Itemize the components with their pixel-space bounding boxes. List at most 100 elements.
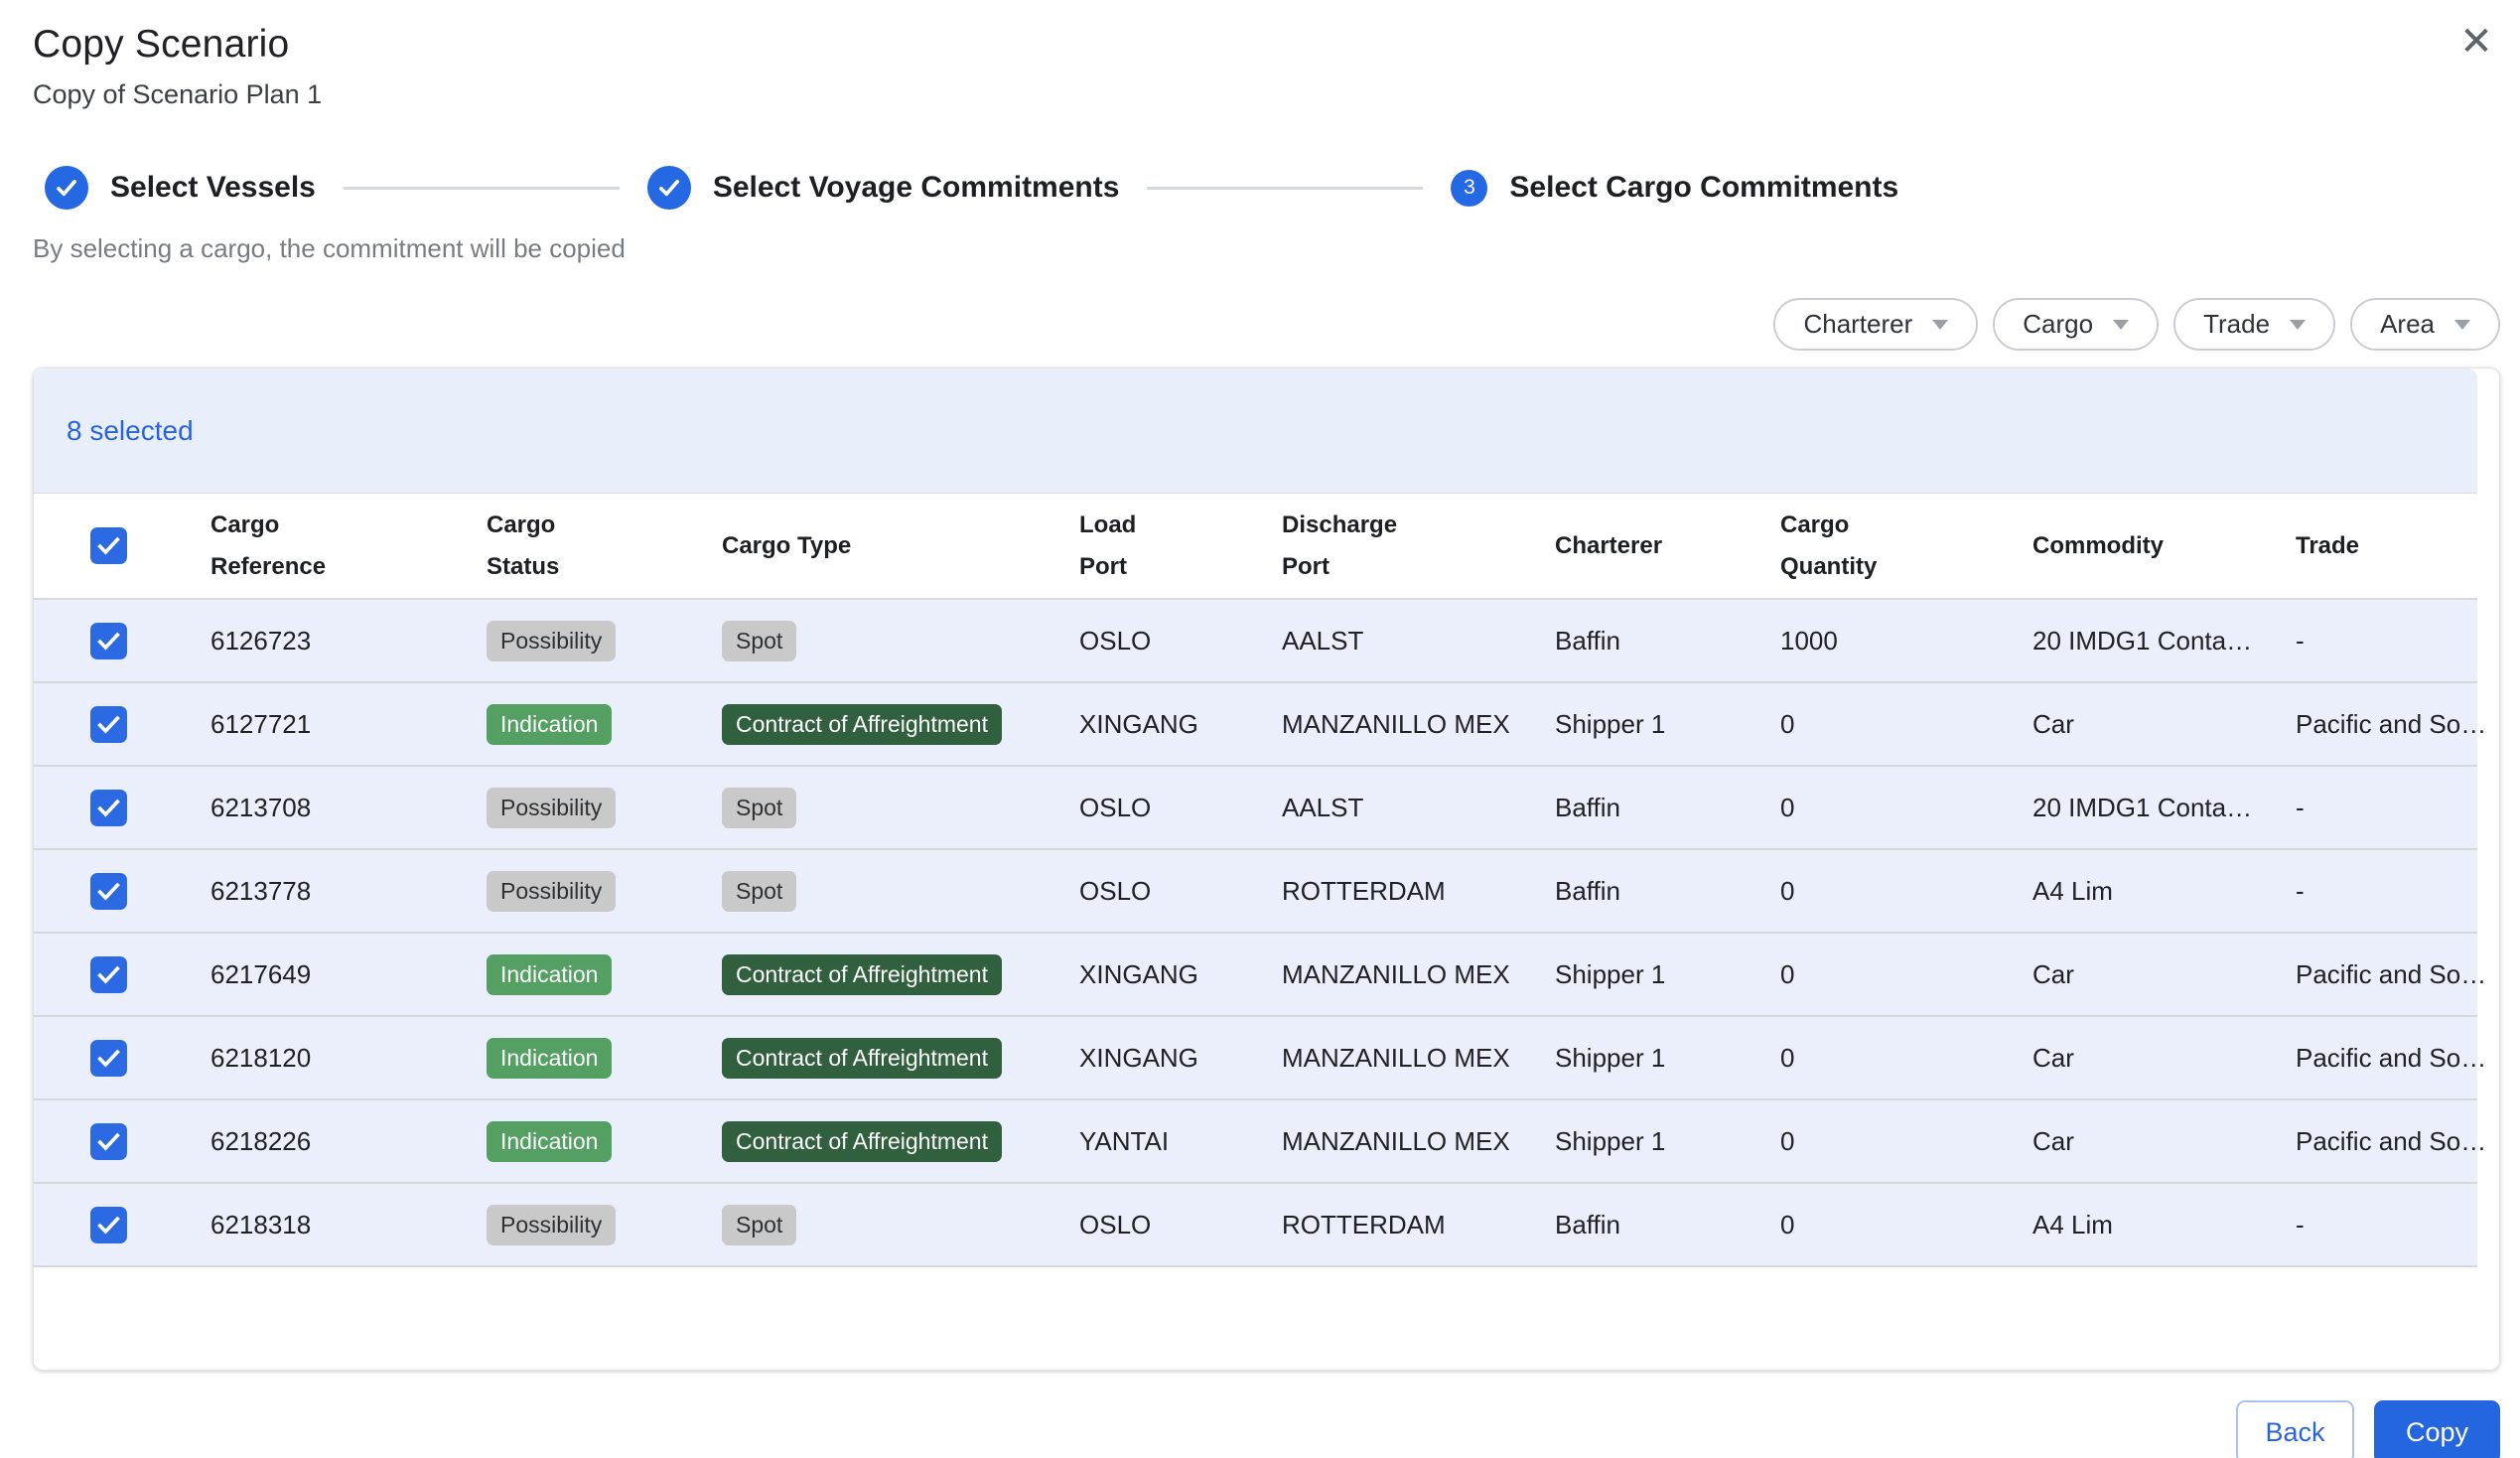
cell-load-port: OSLO xyxy=(1079,875,1152,906)
header-cargo-reference: Cargo Reference xyxy=(210,510,327,580)
cell-commodity: Car xyxy=(2032,958,2074,989)
table-row[interactable]: 6218120 Indication Contract of Affreight… xyxy=(34,1016,2487,1099)
cell-discharge-port: ROTTERDAM xyxy=(1282,1209,1446,1239)
cell-discharge-port: MANZANILLO MEX xyxy=(1282,708,1510,739)
stepper: Select Vessels Select Voyage Commitments… xyxy=(45,166,2520,210)
header-trade: Trade xyxy=(2296,531,2360,559)
row-checkbox[interactable] xyxy=(90,955,127,993)
cell-cargo-quantity: 0 xyxy=(1780,792,1795,822)
row-checkbox[interactable] xyxy=(90,1122,127,1160)
row-checkbox[interactable] xyxy=(90,872,127,910)
cell-trade: Pacific and So… xyxy=(2296,1042,2487,1073)
header-load-port: Load Port xyxy=(1079,510,1137,580)
row-checkbox[interactable] xyxy=(90,622,127,659)
cell-load-port: OSLO xyxy=(1079,792,1152,822)
cell-trade: Pacific and So… xyxy=(2296,708,2487,739)
table-body: 6126723 Possibility Spot OSLO AALST Baff… xyxy=(34,599,2487,1266)
cell-cargo-status: Possibility xyxy=(487,849,722,933)
header-commodity: Commodity xyxy=(2032,531,2164,559)
cell-cargo-reference: 6218120 xyxy=(210,1042,312,1073)
filter-label: Area xyxy=(2380,309,2435,339)
cell-cargo-reference: 6213708 xyxy=(210,792,312,822)
step-select-vessels[interactable]: Select Vessels xyxy=(45,166,316,210)
cell-trade: - xyxy=(2296,792,2305,822)
cell-charterer: Baffin xyxy=(1555,875,1621,906)
chevron-down-icon xyxy=(2113,319,2130,330)
cargo-commitments-card: 8 selected Cargo Reference xyxy=(33,367,2500,1371)
cell-charterer: Shipper 1 xyxy=(1555,958,1666,989)
copy-button[interactable]: Copy xyxy=(2374,1400,2500,1458)
cell-cargo-reference: 6217649 xyxy=(210,958,312,989)
cell-load-port: XINGANG xyxy=(1079,708,1198,739)
dialog-header: Copy Scenario Copy of Scenario Plan 1 ✕ xyxy=(0,0,2520,110)
cell-cargo-status: Possibility xyxy=(487,1183,722,1266)
cell-cargo-quantity: 0 xyxy=(1780,1042,1795,1073)
cell-cargo-quantity: 0 xyxy=(1780,1209,1795,1239)
close-button[interactable]: ✕ xyxy=(2450,16,2502,68)
cell-discharge-port: MANZANILLO MEX xyxy=(1282,1042,1510,1073)
status-badge: Possibility xyxy=(487,787,617,828)
row-checkbox[interactable] xyxy=(90,1206,127,1243)
cell-cargo-reference: 6127721 xyxy=(210,708,312,739)
selection-summary: 8 selected xyxy=(67,414,194,446)
status-badge: Possibility xyxy=(487,620,617,661)
filter-trade-button[interactable]: Trade xyxy=(2173,298,2336,351)
cell-cargo-type: Contract of Affreightment xyxy=(722,1099,1079,1183)
cell-cargo-status: Indication xyxy=(487,682,722,766)
cell-charterer: Shipper 1 xyxy=(1555,708,1666,739)
back-button[interactable]: Back xyxy=(2236,1400,2354,1458)
cell-load-port: XINGANG xyxy=(1079,958,1198,989)
table-header-row: Cargo Reference Cargo Status Cargo Type Lo… xyxy=(34,494,2477,599)
table-row[interactable]: 6217649 Indication Contract of Affreight… xyxy=(34,933,2486,1016)
cell-cargo-quantity: 1000 xyxy=(1780,625,1838,656)
cell-load-port: XINGANG xyxy=(1079,1042,1198,1073)
cell-commodity: 20 IMDG1 Conta… xyxy=(2032,792,2253,822)
cell-trade: - xyxy=(2296,875,2305,906)
cell-cargo-type: Spot xyxy=(722,766,1079,849)
table-row[interactable]: 6218226 Indication Contract of Affreight… xyxy=(34,1099,2487,1183)
selection-toolbar: 8 selected xyxy=(34,368,2477,494)
row-checkbox[interactable] xyxy=(90,705,127,743)
select-all-checkbox[interactable] xyxy=(90,527,127,564)
filter-charterer-button[interactable]: Charterer xyxy=(1773,298,1979,351)
cell-cargo-status: Possibility xyxy=(487,766,722,849)
table-row[interactable]: 6218318 Possibility Spot OSLO ROTTERDAM … xyxy=(34,1183,2477,1266)
table-row[interactable]: 6213708 Possibility Spot OSLO AALST Baff… xyxy=(34,766,2477,849)
cell-charterer: Baffin xyxy=(1555,792,1621,822)
header-charterer: Charterer xyxy=(1555,531,1663,559)
status-badge: Possibility xyxy=(487,870,617,912)
filters-row: Charterer Cargo Trade Area xyxy=(0,298,2500,351)
cell-cargo-type: Contract of Affreightment xyxy=(722,1016,1079,1099)
step-number-badge: 3 xyxy=(1451,169,1488,207)
status-badge: Possibility xyxy=(487,1204,617,1245)
cell-cargo-reference: 6213778 xyxy=(210,875,312,906)
row-checkbox[interactable] xyxy=(90,1039,127,1077)
step-select-cargo-commitments[interactable]: 3 Select Cargo Commitments xyxy=(1451,169,1899,207)
chevron-down-icon xyxy=(1932,319,1949,330)
cell-charterer: Shipper 1 xyxy=(1555,1042,1666,1073)
cell-discharge-port: ROTTERDAM xyxy=(1282,875,1446,906)
dialog-footer: Back Copy xyxy=(0,1400,2500,1458)
cell-charterer: Baffin xyxy=(1555,1209,1621,1239)
row-checkbox[interactable] xyxy=(90,789,127,826)
step-label: Select Cargo Commitments xyxy=(1509,171,1899,204)
header-cargo-type: Cargo Type xyxy=(722,531,852,559)
filter-cargo-button[interactable]: Cargo xyxy=(1993,298,2160,351)
cell-cargo-type: Spot xyxy=(722,1183,1079,1266)
header-cargo-status: Cargo Status xyxy=(487,510,560,580)
cell-cargo-quantity: 0 xyxy=(1780,708,1795,739)
cell-commodity: Car xyxy=(2032,708,2074,739)
cell-cargo-type: Spot xyxy=(722,599,1079,682)
cell-cargo-status: Indication xyxy=(487,1016,722,1099)
step-complete-icon xyxy=(646,166,691,210)
table-row[interactable]: 6127721 Indication Contract of Affreight… xyxy=(34,682,2487,766)
cell-load-port: OSLO xyxy=(1079,1209,1152,1239)
step-number: 3 xyxy=(1464,176,1475,199)
cell-trade: Pacific and So… xyxy=(2296,1125,2487,1156)
table-row[interactable]: 6213778 Possibility Spot OSLO ROTTERDAM … xyxy=(34,849,2477,933)
cell-cargo-status: Possibility xyxy=(487,599,722,682)
filter-area-button[interactable]: Area xyxy=(2350,298,2500,351)
step-select-voyage-commitments[interactable]: Select Voyage Commitments xyxy=(646,166,1119,210)
table-row[interactable]: 6126723 Possibility Spot OSLO AALST Baff… xyxy=(34,599,2477,682)
cell-cargo-type: Contract of Affreightment xyxy=(722,682,1079,766)
